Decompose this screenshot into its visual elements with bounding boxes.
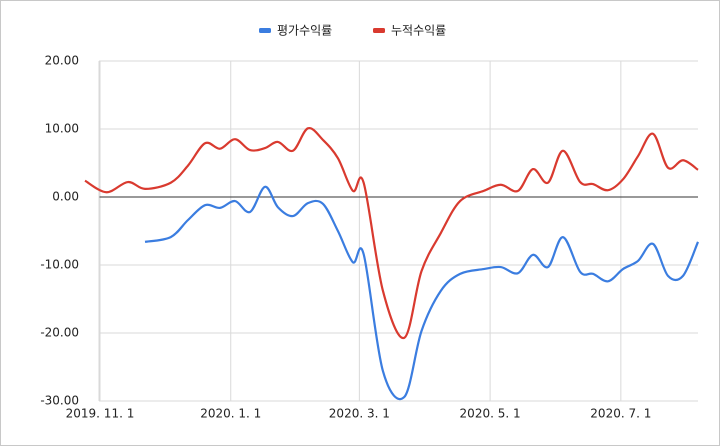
y-tick-label: 20.00 <box>45 54 79 68</box>
x-tick-label: 2020. 7. 1 <box>590 407 651 421</box>
x-tick-label: 2020. 5. 1 <box>460 407 521 421</box>
y-tick-label: 0.00 <box>52 190 79 204</box>
x-tick-label: 2020. 1. 1 <box>200 407 261 421</box>
y-tick-label: -30.00 <box>40 394 79 408</box>
legend-swatch <box>259 28 271 33</box>
x-tick-label: 2019. 11. 1 <box>66 407 135 421</box>
y-tick-label: 10.00 <box>45 122 79 136</box>
series-line <box>84 126 699 339</box>
series-line <box>144 185 700 401</box>
legend-label: 평가수익률 <box>277 24 332 38</box>
x-tick-label: 2020. 3. 1 <box>329 407 390 421</box>
legend-label: 누적수익률 <box>391 24 446 38</box>
y-tick-label: -20.00 <box>40 326 79 340</box>
y-tick-label: -10.00 <box>40 258 79 272</box>
legend-swatch <box>373 28 385 33</box>
